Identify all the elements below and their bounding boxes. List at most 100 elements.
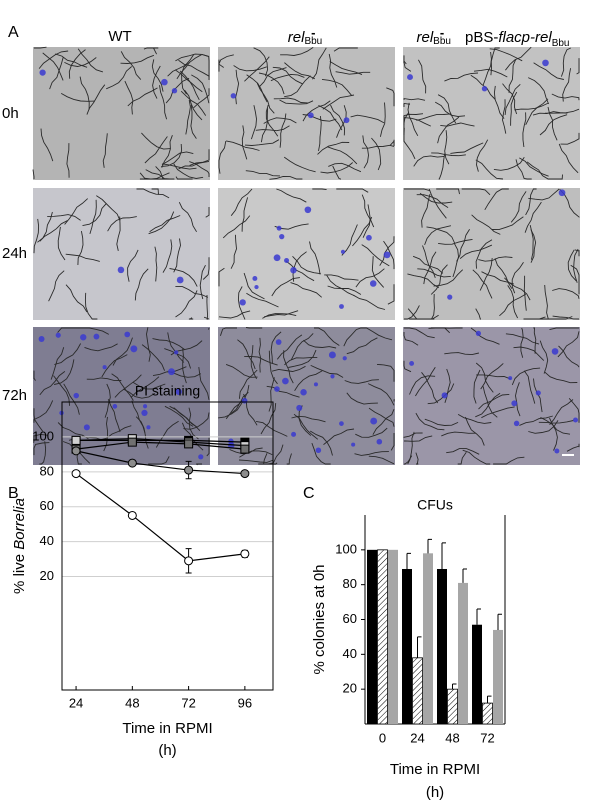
- spirochete: [167, 54, 195, 77]
- stained-cell: [551, 348, 559, 355]
- spirochete: [404, 188, 431, 192]
- spirochete: [544, 284, 549, 320]
- stained-cell: [542, 59, 549, 67]
- spirochete: [462, 449, 491, 465]
- y-tick-label: 40: [40, 533, 54, 548]
- y-tick-label: 40: [343, 646, 357, 661]
- spirochete: [464, 416, 485, 446]
- stained-cell: [513, 420, 520, 427]
- spirochete: [403, 127, 416, 160]
- stained-cell: [441, 392, 448, 399]
- spirochete: [219, 327, 237, 336]
- spirochete: [403, 60, 407, 65]
- spirochete: [226, 140, 260, 151]
- spirochete: [368, 455, 395, 465]
- spirochete: [570, 264, 580, 295]
- spirochete: [218, 267, 225, 287]
- spirochete: [386, 87, 395, 107]
- spirochete: [230, 188, 253, 216]
- stained-cell: [273, 254, 281, 262]
- spirochete: [96, 195, 121, 221]
- spirochete: [230, 234, 237, 269]
- spirochete: [493, 85, 505, 119]
- spirochete: [218, 310, 251, 319]
- spirochete: [86, 377, 122, 382]
- y-label-italic: Borrelia: [11, 498, 28, 550]
- spirochete: [549, 174, 563, 180]
- spirochete: [175, 290, 198, 318]
- spirochete: [124, 80, 134, 115]
- spirochete: [327, 146, 358, 165]
- spirochete: [472, 269, 493, 299]
- spirochete: [341, 224, 358, 256]
- spirochete: [415, 367, 436, 397]
- spirochete: [151, 188, 159, 195]
- chart-title: CFUs: [417, 497, 453, 513]
- micrograph-background: [33, 47, 210, 180]
- column-header: rel - Bbu: [288, 26, 323, 47]
- spirochete: [362, 135, 369, 169]
- spirochete: [237, 339, 256, 370]
- spirochete: [479, 258, 493, 291]
- spirochete: [268, 377, 275, 412]
- gene-subscript: Bbu: [304, 36, 323, 47]
- spirochete: [174, 69, 203, 93]
- spirochete: [284, 356, 318, 366]
- spirochete: [482, 386, 498, 418]
- stained-cell: [447, 294, 453, 300]
- stained-cell: [168, 368, 175, 376]
- spirochete: [77, 231, 84, 266]
- spirochete: [318, 104, 343, 131]
- stained-cell: [198, 454, 204, 460]
- marker: [240, 444, 250, 454]
- spirochete: [321, 78, 352, 96]
- spirochete: [361, 244, 390, 267]
- spirochete: [244, 139, 280, 146]
- spirochete: [441, 431, 476, 437]
- spirochete: [324, 274, 359, 281]
- spirochete: [416, 113, 451, 121]
- micrograph: [218, 188, 395, 320]
- spirochete: [446, 448, 480, 455]
- micrograph: [403, 188, 580, 320]
- spirochete: [164, 348, 192, 369]
- spirochete: [409, 375, 436, 395]
- micrograph-background: [403, 327, 580, 465]
- spirochete: [201, 54, 210, 80]
- spirochete: [522, 112, 527, 148]
- stained-cell: [340, 249, 346, 254]
- plasmid-gene: flacp-rel: [498, 29, 552, 46]
- spirochete: [310, 364, 344, 378]
- marker: [240, 469, 250, 479]
- gene-name: rel: [416, 29, 434, 46]
- spirochete: [352, 216, 373, 247]
- spirochete: [525, 98, 549, 126]
- stained-cell: [279, 233, 285, 240]
- spirochete: [457, 452, 467, 465]
- spirochete: [444, 352, 480, 356]
- spirochete: [562, 68, 572, 102]
- error-bar: [441, 542, 446, 569]
- error-bar: [427, 538, 432, 554]
- spirochete: [403, 102, 411, 107]
- spirochete: [530, 229, 537, 263]
- spirochete: [47, 214, 81, 221]
- spirochete: [505, 46, 532, 71]
- spirochete: [389, 139, 395, 146]
- spirochete: [246, 292, 279, 308]
- spirochete: [444, 130, 450, 165]
- marker: [127, 510, 137, 520]
- spirochete: [361, 194, 375, 228]
- spirochete: [499, 293, 527, 317]
- spirochete: [161, 143, 183, 167]
- spirochete: [237, 286, 246, 320]
- spirochete: [54, 343, 81, 365]
- stained-cell: [307, 112, 314, 119]
- spirochete: [336, 105, 347, 138]
- spirochete: [404, 305, 420, 320]
- stained-cell: [339, 421, 344, 426]
- spirochete: [436, 188, 460, 195]
- spirochete: [50, 347, 65, 380]
- spirochete: [218, 397, 245, 419]
- spirochete: [421, 193, 431, 228]
